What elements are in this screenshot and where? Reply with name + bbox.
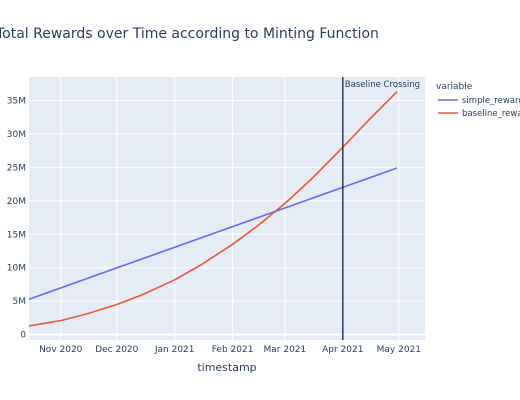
- x-tick-label: Feb 2021: [212, 345, 254, 355]
- x-axis-title: timestamp: [197, 361, 256, 374]
- y-tick-label: 25M: [7, 163, 26, 173]
- x-tick-label: Dec 2020: [95, 345, 138, 355]
- legend: variable simple_reward baseline_reward: [436, 82, 520, 119]
- y-tick-label: 35M: [7, 96, 26, 106]
- baseline-crossing-label: Baseline Crossing: [345, 80, 420, 90]
- y-tick-label: 15M: [7, 230, 26, 240]
- y-tick-label: 0: [20, 331, 26, 341]
- x-tick-label: Apr 2021: [322, 345, 363, 355]
- y-tick-label: 5M: [13, 297, 27, 307]
- series-line-baseline_reward: [28, 91, 398, 327]
- x-axis-ticks: Nov 2020 Dec 2020 Jan 2021 Feb 2021 Mar 2021…: [39, 345, 421, 355]
- y-tick-label: 10M: [7, 264, 26, 274]
- annotations: Baseline Crossing: [342, 77, 420, 340]
- gridlines: [29, 77, 425, 340]
- x-tick-label: Jan 2021: [154, 345, 195, 355]
- x-tick-label: Nov 2020: [39, 345, 83, 355]
- y-tick-label: 20M: [7, 197, 26, 207]
- y-tick-label: 30M: [7, 130, 26, 140]
- legend-title: variable: [436, 82, 473, 92]
- legend-entry-baseline_reward: baseline_reward: [462, 109, 520, 119]
- chart-title: Total Rewards over Time according to Min…: [0, 26, 379, 42]
- x-tick-label: May 2021: [377, 345, 421, 355]
- legend-entry-simple_reward: simple_reward: [462, 96, 520, 106]
- x-tick-label: Mar 2021: [264, 345, 307, 355]
- y-axis-ticks: 0 5M 10M 15M 20M 25M 30M 35M: [7, 96, 26, 340]
- plot-area: [29, 77, 425, 340]
- series-lines: [28, 91, 398, 327]
- series-line-simple_reward: [28, 167, 398, 300]
